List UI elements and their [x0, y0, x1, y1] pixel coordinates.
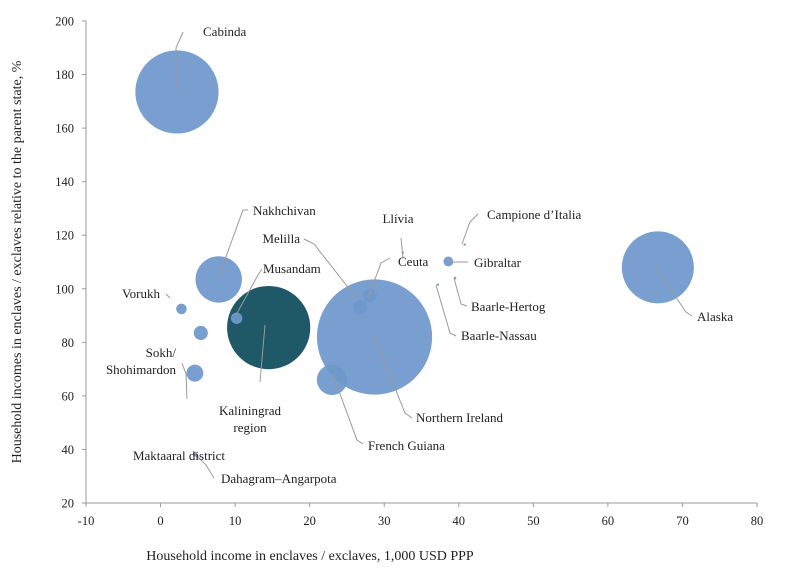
y-tick-label: 40 — [62, 443, 75, 457]
x-tick-label: 40 — [453, 514, 466, 528]
x-tick-label: 10 — [229, 514, 242, 528]
y-axis-title: Household incomes in enclaves / exclaves… — [10, 60, 25, 463]
leader-line-9 — [197, 456, 215, 479]
bubble-11 — [363, 288, 377, 303]
bubble-4 — [230, 312, 243, 324]
y-tick-label: 80 — [62, 336, 75, 350]
point-labels: Cabinda Nakhchivan Vorukh Musandam Sokh/Shoh… — [106, 24, 733, 486]
point-label-9: Dahagram–Angarpota — [221, 471, 337, 486]
y-tick-label: 160 — [55, 122, 74, 136]
point-label-18: Baarle-Nassau — [461, 328, 537, 343]
point-label-line: Kaliningrad — [219, 403, 282, 418]
leader-line-18 — [435, 284, 457, 337]
point-label-15: Gibraltar — [474, 255, 522, 270]
point-label-6: Sokh/Shohimardon — [106, 345, 177, 377]
point-label-14: Llívia — [382, 211, 413, 226]
point-label-line: Sokh/ — [146, 345, 177, 360]
leader-line-16 — [461, 213, 479, 245]
point-label-7: Kaliningrad region — [219, 403, 282, 435]
bubble-13 — [316, 364, 348, 396]
bubble-6 — [186, 364, 204, 382]
point-label-line: region — [233, 420, 267, 435]
y-tick-label: 180 — [55, 68, 74, 82]
x-tick-label: 50 — [527, 514, 540, 528]
leader-line-4 — [235, 268, 263, 316]
leader-line-10 — [303, 238, 359, 301]
point-label-1: Cabinda — [203, 24, 247, 39]
leader-line-17 — [453, 277, 468, 307]
point-label-19: Alaska — [697, 309, 733, 324]
point-label-10: Melilla — [262, 231, 300, 246]
y-tick-label: 20 — [62, 497, 75, 511]
bubble-5 — [193, 325, 208, 341]
point-label-11: Ceuta — [398, 254, 429, 269]
bubble-7 — [227, 286, 311, 370]
x-tick-label: 0 — [157, 514, 163, 528]
leader-line-14 — [400, 237, 404, 259]
leader-line-19 — [655, 267, 693, 317]
x-tick-label: 20 — [303, 514, 316, 528]
point-label-3: Vorukh — [122, 286, 161, 301]
point-label-line: Shohimardon — [106, 362, 177, 377]
point-label-8: Maktaaral district — [133, 448, 225, 463]
y-tick-label: 100 — [55, 282, 74, 296]
leader-line-12 — [373, 335, 413, 419]
point-label-16: Campione d’Italia — [487, 207, 581, 222]
x-axis-title: Household income in enclaves / exclaves,… — [146, 549, 474, 564]
y-tick-label: 60 — [62, 389, 75, 403]
point-label-12: Northern Ireland — [416, 410, 503, 425]
chart-axes: -10 0 10 20 30 40 50 60 70 80 20 40 60 80 100 120 140 160… — [55, 15, 763, 529]
leader-lines — [165, 31, 693, 479]
y-tick-label: 200 — [55, 15, 74, 29]
point-label-2: Nakhchivan — [253, 203, 316, 218]
bubble-19 — [621, 231, 694, 304]
point-label-13: French Guiana — [368, 438, 445, 453]
leader-line-13 — [332, 374, 364, 445]
point-label-4: Musandam — [263, 261, 321, 276]
bubble-1 — [135, 50, 219, 134]
y-tick-label: 140 — [55, 175, 74, 189]
leader-line-6 — [181, 362, 188, 400]
leader-line-11 — [367, 257, 391, 299]
x-tick-label: 60 — [602, 514, 615, 528]
x-tick-label: 30 — [378, 514, 391, 528]
point-label-17: Baarle-Hertog — [471, 299, 546, 314]
x-tick-label: 70 — [676, 514, 689, 528]
bubble-9 — [195, 454, 199, 458]
x-tick-label: -10 — [78, 514, 95, 528]
leader-line-3 — [165, 293, 171, 299]
bubble-2 — [195, 256, 242, 303]
x-tick-label: 80 — [751, 514, 764, 528]
bubble-3 — [176, 303, 187, 315]
leader-line-2 — [218, 209, 248, 277]
bubble-10 — [353, 299, 368, 315]
bubble-15 — [443, 256, 454, 267]
y-tick-label: 120 — [55, 229, 74, 243]
leader-line-1 — [175, 31, 184, 92]
leader-line-7 — [259, 324, 266, 383]
bubble-16 — [463, 243, 466, 246]
bubble-8 — [192, 452, 197, 457]
bubble-18 — [436, 283, 440, 286]
